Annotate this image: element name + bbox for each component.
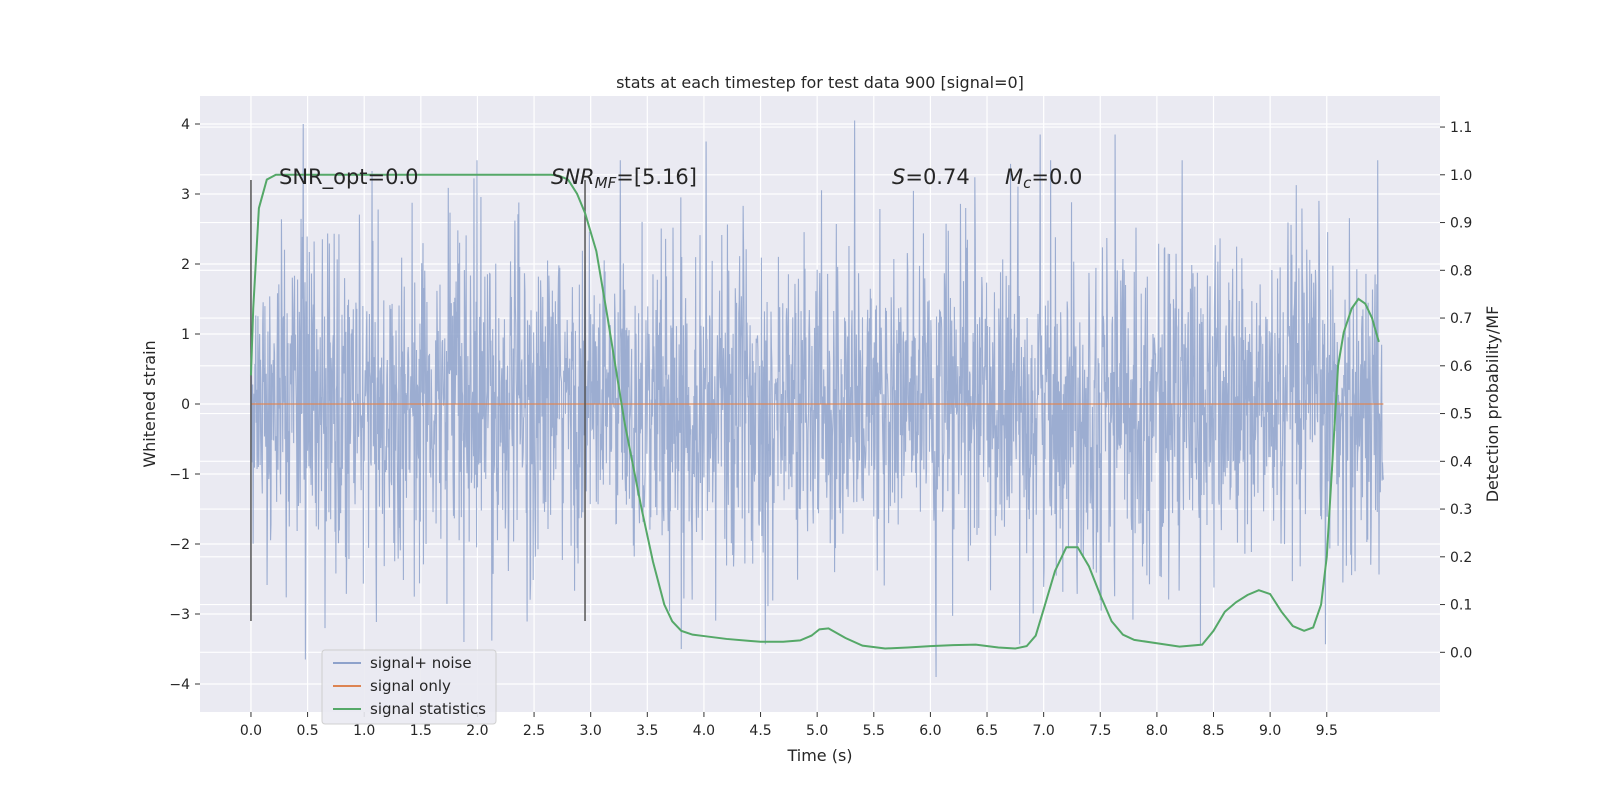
legend-box xyxy=(321,649,497,725)
mc-sub: c xyxy=(1023,174,1032,192)
legend-label-signal-only: signal only xyxy=(370,677,451,695)
y2-axis-label: Detection probability/MF xyxy=(1483,306,1502,503)
x-tick-label: 9.0 xyxy=(1259,723,1281,739)
snr-mf-sub: MF xyxy=(595,174,617,192)
x-tick-label: 3.5 xyxy=(636,723,658,739)
x-tick-label: 5.0 xyxy=(806,723,828,739)
y-tick-label: 3 xyxy=(181,187,190,203)
y-tick-label: 0 xyxy=(181,397,190,413)
chart-title: stats at each timestep for test data 900… xyxy=(616,73,1024,92)
x-tick-label: 8.5 xyxy=(1202,723,1224,739)
legend: signal+ noise signal only signal statist… xyxy=(321,649,497,725)
x-tick-label: 3.0 xyxy=(580,723,602,739)
y2-tick-label: 0.2 xyxy=(1450,550,1472,566)
s-annotation: S=0.74 xyxy=(892,165,970,189)
y2-tick-label: 0.8 xyxy=(1450,263,1472,279)
y-tick-label: −4 xyxy=(169,677,190,693)
y-tick-label: −2 xyxy=(169,537,190,553)
y-axis-label: Whitened strain xyxy=(140,340,159,467)
x-tick-label: 6.0 xyxy=(919,723,941,739)
s-rest: =0.74 xyxy=(905,165,969,189)
x-tick-label: 0.5 xyxy=(296,723,318,739)
series-signal-statistics xyxy=(249,173,1380,650)
snr-mf-annotation: SNRMF=[5.16] xyxy=(551,165,697,192)
y-tick-label: 4 xyxy=(181,117,190,133)
y2-tick-label: 0.1 xyxy=(1450,598,1472,614)
y2-tick-label: 0.7 xyxy=(1450,311,1472,327)
x-tick-label: 6.5 xyxy=(976,723,998,739)
y2-tick-label: 0.0 xyxy=(1450,645,1472,661)
y-tick-label: −1 xyxy=(169,467,190,483)
x-tick-label: 9.5 xyxy=(1316,723,1338,739)
y2-tick-label: 1.1 xyxy=(1450,120,1472,136)
x-axis-label: Time (s) xyxy=(786,746,852,765)
x-tick-label: 4.5 xyxy=(749,723,771,739)
x-tick-label: 5.5 xyxy=(863,723,885,739)
x-tick-label: 4.0 xyxy=(693,723,715,739)
y2-tick-label: 0.5 xyxy=(1450,407,1472,423)
x-tick-label: 1.0 xyxy=(353,723,375,739)
mc-annotation: Mc=0.0 xyxy=(1005,165,1082,192)
x-tick-label: 0.0 xyxy=(240,723,262,739)
annotations: SNR_opt=0.0 SNRMF=[5.16] S=0.74 Mc=0.0 xyxy=(279,165,1082,192)
x-tick-label: 1.5 xyxy=(410,723,432,739)
s-main: S xyxy=(892,165,905,189)
y2-tick-label: 1.0 xyxy=(1450,168,1472,184)
series-signal-noise xyxy=(250,120,1384,678)
x-tick-label: 2.0 xyxy=(466,723,488,739)
y2-tick-label: 0.9 xyxy=(1450,216,1472,232)
noise-series xyxy=(250,120,1384,678)
y-tick-label: 1 xyxy=(181,327,190,343)
x-tick-label: 7.0 xyxy=(1033,723,1055,739)
ticks: 0.0 0.5 1.0 1.5 2.0 2.5 3.0 3.5 4.0 4.5 5.0 5.5 6.0 6… xyxy=(169,117,1472,739)
snr-opt-annotation: SNR_opt=0.0 xyxy=(279,165,419,190)
y-tick-label: 2 xyxy=(181,257,190,273)
x-tick-label: 8.0 xyxy=(1146,723,1168,739)
mc-rest: =0.0 xyxy=(1031,165,1082,189)
x-tick-label: 7.5 xyxy=(1089,723,1111,739)
y2-tick-label: 0.6 xyxy=(1450,359,1472,375)
y2-tick-label: 0.3 xyxy=(1450,502,1472,518)
legend-label-signal-statistics: signal statistics xyxy=(370,700,486,718)
marks xyxy=(249,173,1384,650)
snr-mf-rest: =[5.16] xyxy=(616,165,697,189)
y2-tick-label: 0.4 xyxy=(1450,454,1472,470)
mc-main: M xyxy=(1005,165,1023,189)
legend-label-signal-noise: signal+ noise xyxy=(370,654,472,672)
x-tick-label: 2.5 xyxy=(523,723,545,739)
snr-mf-main: SNR xyxy=(551,165,595,189)
y-tick-label: −3 xyxy=(169,607,190,623)
